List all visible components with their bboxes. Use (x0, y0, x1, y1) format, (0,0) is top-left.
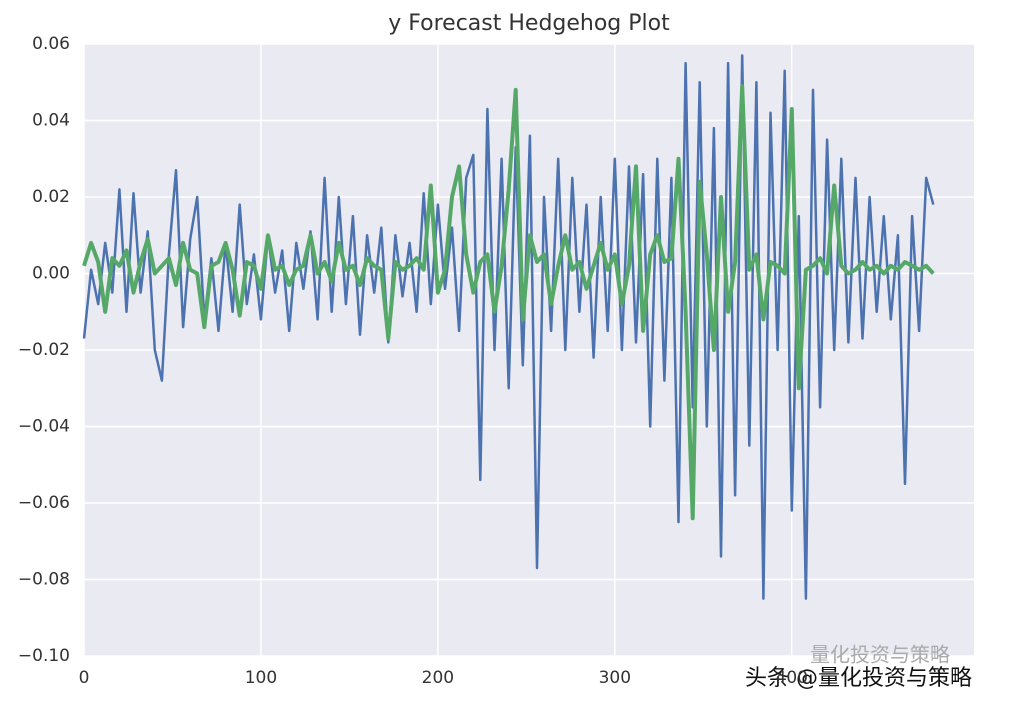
x-tick-label: 200 (422, 668, 454, 688)
y-tick-label: 0.02 (32, 187, 70, 207)
series-line (82, 84, 935, 521)
watermark-faint: 量化投资与策略 (810, 643, 950, 667)
chart-title: y Forecast Hedgehog Plot (388, 11, 670, 36)
x-tick-label: 300 (599, 668, 631, 688)
x-tick-label: 100 (245, 668, 277, 688)
y-tick-label: −0.08 (18, 570, 70, 590)
x-tick-label: 0 (79, 668, 90, 688)
x-tick-label: 400 (776, 668, 808, 688)
y-tick-label: −0.04 (18, 417, 70, 437)
y-tick-label: 0.04 (32, 111, 70, 131)
y-tick-label: 0.00 (32, 264, 70, 284)
y-tick-label: −0.10 (18, 646, 70, 666)
y-tick-label: 0.06 (32, 34, 70, 54)
watermark: 头条 @量化投资与策略 (745, 666, 972, 691)
y-tick-label: −0.06 (18, 493, 70, 513)
y-tick-label: −0.02 (18, 340, 70, 360)
